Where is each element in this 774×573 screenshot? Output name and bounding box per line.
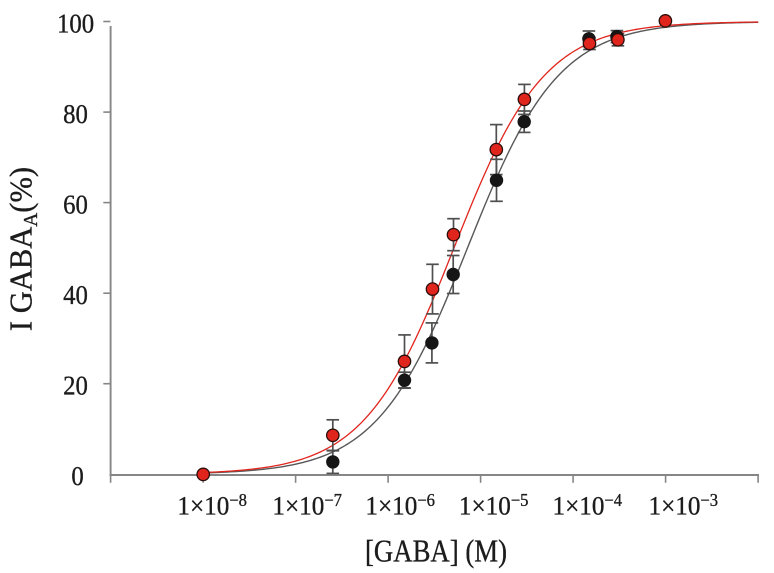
svg-text:80: 80 (63, 99, 88, 129)
svg-text:40: 40 (63, 280, 88, 310)
svg-text:100: 100 (57, 8, 94, 38)
svg-text:0: 0 (71, 461, 83, 491)
svg-text:1×10−7: 1×10−7 (272, 491, 342, 521)
svg-text:I GABAA(%): I GABAA(%) (3, 167, 42, 331)
svg-text:20: 20 (63, 370, 88, 400)
svg-text:[GABA] (M): [GABA] (M) (365, 534, 507, 568)
svg-text:60: 60 (63, 189, 88, 219)
